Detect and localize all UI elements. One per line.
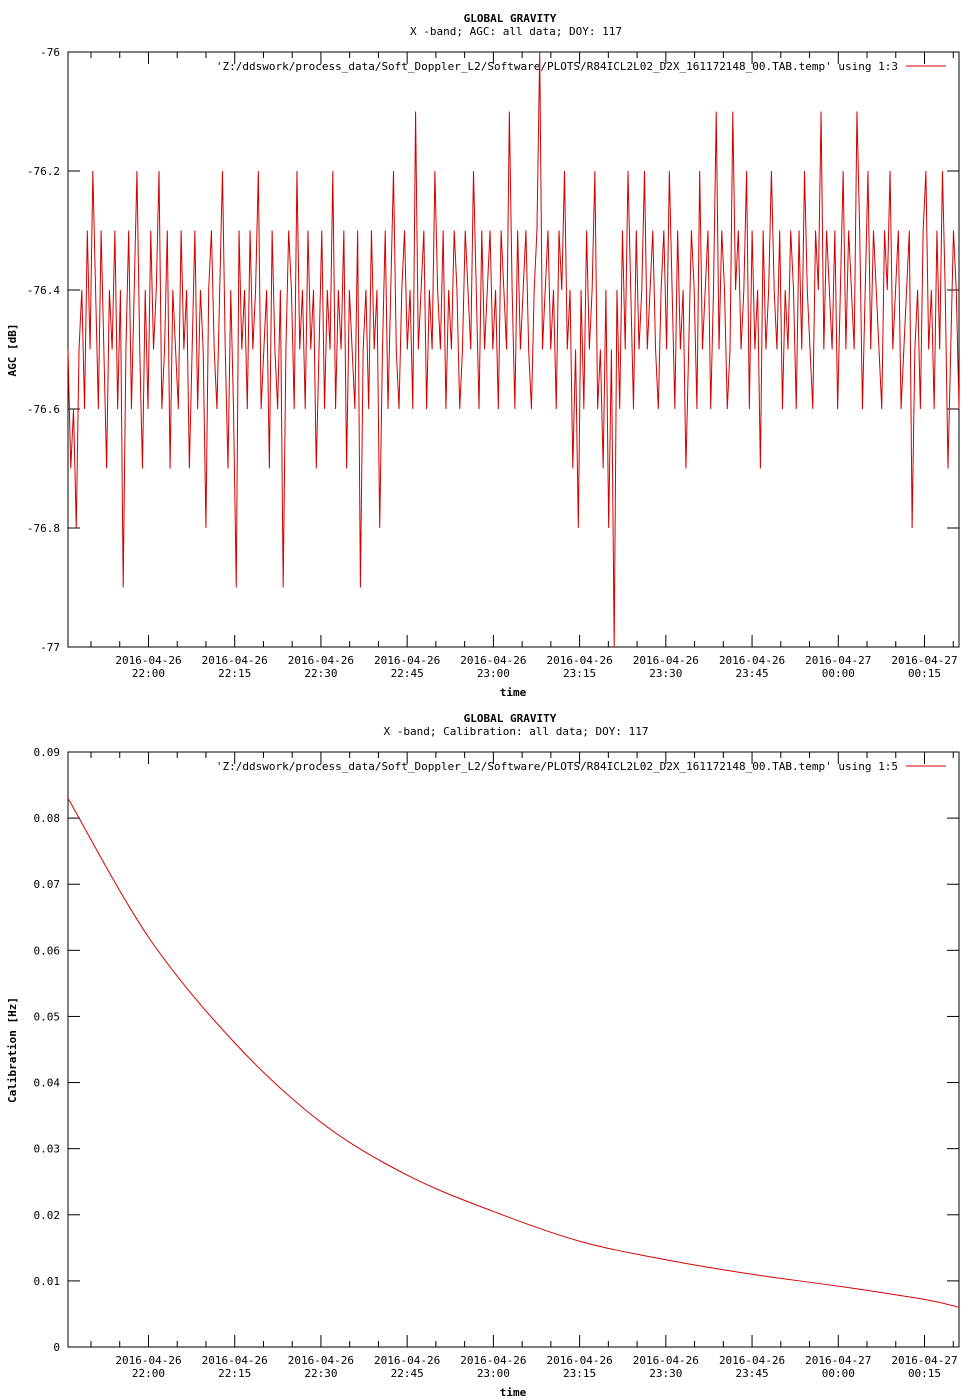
agc-x-tick-date: 2016-04-26 [546, 654, 612, 667]
calibration-x-tick-time: 00:15 [908, 1367, 941, 1380]
calibration-y-tick-label: 0.01 [34, 1275, 61, 1288]
calibration-x-tick-date: 2016-04-26 [460, 1354, 526, 1367]
agc-x-tick-time: 23:30 [649, 667, 682, 680]
agc-y-tick-label: -76.6 [27, 403, 60, 416]
calibration-x-tick-time: 23:45 [735, 1367, 768, 1380]
agc-x-tick-date: 2016-04-26 [374, 654, 440, 667]
agc-series-line [67, 51, 960, 648]
calibration-y-tick-label: 0.07 [34, 878, 61, 891]
agc-x-tick-date: 2016-04-26 [115, 654, 181, 667]
agc-x-tick-date: 2016-04-27 [891, 654, 957, 667]
calibration-legend-label: 'Z:/ddswork/process_data/Soft_Doppler_L2… [216, 760, 898, 773]
calibration-x-tick-date: 2016-04-26 [374, 1354, 440, 1367]
agc-x-tick-time: 22:15 [218, 667, 251, 680]
agc-x-tick-time: 23:45 [735, 667, 768, 680]
agc-x-tick-time: 23:15 [563, 667, 596, 680]
agc-y-tick-label: -76.8 [27, 522, 60, 535]
agc-x-tick-time: 00:15 [908, 667, 941, 680]
calibration-y-tick-label: 0.06 [34, 944, 61, 957]
agc-x-tick-time: 22:30 [304, 667, 337, 680]
agc-y-tick-label: -76 [40, 46, 60, 59]
agc-x-tick-time: 22:00 [132, 667, 165, 680]
calibration-x-tick-date: 2016-04-26 [719, 1354, 785, 1367]
calibration-chart-subtitle: X -band; Calibration: all data; DOY: 117 [384, 725, 649, 738]
calibration-x-tick-time: 23:15 [563, 1367, 596, 1380]
agc-chart-subtitle: X -band; AGC: all data; DOY: 117 [410, 25, 622, 38]
agc-x-tick-date: 2016-04-26 [633, 654, 699, 667]
calibration-y-tick-label: 0 [53, 1341, 60, 1354]
agc-y-tick-label: -76.4 [27, 284, 60, 297]
agc-y-axis-label: AGC [dB] [6, 324, 19, 377]
agc-legend: 'Z:/ddswork/process_data/Soft_Doppler_L2… [216, 60, 946, 73]
calibration-x-tick-time: 23:00 [477, 1367, 510, 1380]
calibration-x-tick-time: 23:30 [649, 1367, 682, 1380]
agc-y-tick-label: -76.2 [27, 165, 60, 178]
agc-x-tick-date: 2016-04-26 [202, 654, 268, 667]
calibration-x-ticks: 2016-04-2622:002016-04-2622:152016-04-26… [90, 752, 958, 1380]
calibration-chart-title: GLOBAL GRAVITY [464, 712, 557, 725]
calibration-y-tick-label: 0.08 [34, 812, 61, 825]
calibration-x-tick-date: 2016-04-27 [891, 1354, 957, 1367]
agc-x-tick-time: 00:00 [822, 667, 855, 680]
agc-chart-title: GLOBAL GRAVITY [464, 12, 557, 25]
calibration-y-tick-label: 0.03 [34, 1143, 61, 1156]
calibration-y-tick-label: 0.09 [34, 746, 61, 759]
calibration-x-tick-time: 00:00 [822, 1367, 855, 1380]
calibration-x-tick-date: 2016-04-26 [288, 1354, 354, 1367]
calibration-x-tick-time: 22:00 [132, 1367, 165, 1380]
calibration-y-axis-label: Calibration [Hz] [6, 997, 19, 1103]
calibration-y-tick-label: 0.02 [34, 1209, 61, 1222]
agc-x-tick-date: 2016-04-26 [460, 654, 526, 667]
agc-y-tick-label: -77 [40, 641, 60, 654]
agc-y-ticks: -76 -76.2 -76.4 -76.6 -76.8 -77 [27, 46, 959, 654]
calibration-x-axis-label: time [500, 1386, 527, 1399]
calibration-x-tick-date: 2016-04-26 [633, 1354, 699, 1367]
calibration-x-tick-date: 2016-04-26 [115, 1354, 181, 1367]
agc-chart: GLOBAL GRAVITY X -band; AGC: all data; D… [6, 12, 960, 699]
calibration-x-tick-time: 22:30 [304, 1367, 337, 1380]
agc-x-tick-time: 22:45 [391, 667, 424, 680]
calibration-y-tick-label: 0.05 [34, 1010, 61, 1023]
agc-x-tick-date: 2016-04-26 [719, 654, 785, 667]
calibration-x-tick-time: 22:45 [391, 1367, 424, 1380]
agc-x-tick-time: 23:00 [477, 667, 510, 680]
calibration-y-ticks: 0.09 0.08 0.07 0.06 0.05 0.04 0.03 0.02 0.01 0 [34, 746, 959, 1354]
agc-x-tick-date: 2016-04-26 [288, 654, 354, 667]
calibration-x-tick-date: 2016-04-26 [546, 1354, 612, 1367]
calibration-legend: 'Z:/ddswork/process_data/Soft_Doppler_L2… [216, 760, 946, 773]
calibration-series-line [67, 798, 960, 1308]
agc-x-ticks: 2016-04-2622:002016-04-2622:152016-04-26… [90, 52, 958, 680]
agc-x-axis-label: time [500, 686, 527, 699]
calibration-y-tick-label: 0.04 [34, 1077, 61, 1090]
agc-x-tick-date: 2016-04-27 [805, 654, 871, 667]
calibration-plot-frame [67, 751, 960, 1348]
agc-legend-label: 'Z:/ddswork/process_data/Soft_Doppler_L2… [216, 60, 898, 73]
calibration-x-tick-date: 2016-04-27 [805, 1354, 871, 1367]
calibration-x-tick-date: 2016-04-26 [202, 1354, 268, 1367]
calibration-x-tick-time: 22:15 [218, 1367, 251, 1380]
calibration-chart: GLOBAL GRAVITY X -band; Calibration: all… [6, 712, 960, 1399]
